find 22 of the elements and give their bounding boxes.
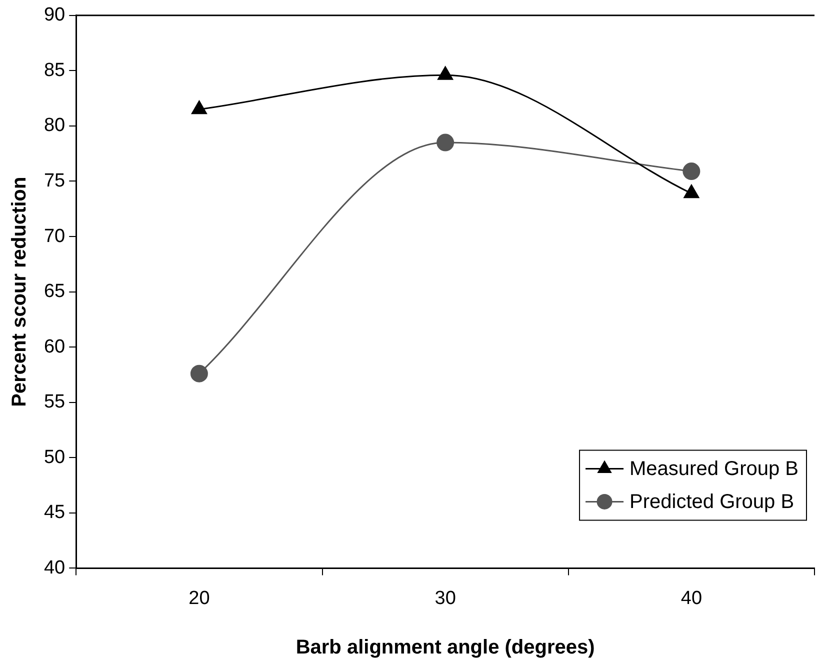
legend-label: Measured Group B (630, 458, 799, 480)
y-tick-label: 85 (44, 60, 66, 81)
point (438, 66, 453, 80)
x-tick-label: 40 (680, 588, 702, 609)
point (192, 100, 207, 114)
point (190, 364, 208, 382)
y-tick-label: 70 (44, 226, 66, 247)
y-tick-label: 80 (44, 115, 66, 136)
y-tick-label: 90 (44, 4, 66, 26)
y-tick-label: 65 (44, 281, 66, 302)
y-tick-label: 75 (44, 170, 66, 192)
x-tick-label: 20 (188, 588, 210, 609)
y-tick-label: 45 (44, 502, 66, 524)
point (684, 184, 700, 198)
x-axis-title: Barb alignment angle (degrees) (296, 636, 595, 659)
y-axis-title: Percent scour reduction (8, 176, 31, 407)
y-tick-label: 50 (44, 446, 66, 468)
y-tick-label: 40 (44, 557, 66, 578)
x-tick-label: 30 (434, 588, 456, 609)
legend-label: Predicted Group B (630, 491, 794, 514)
y-tick-label: 55 (44, 392, 66, 413)
y-tick-label: 60 (44, 336, 66, 358)
